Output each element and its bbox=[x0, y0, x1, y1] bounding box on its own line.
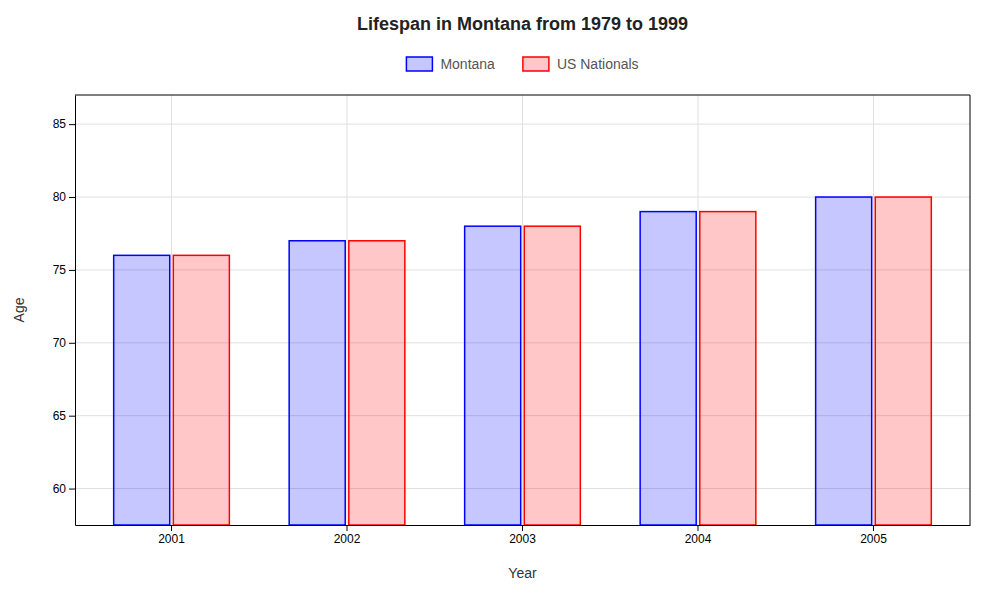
bar-series bbox=[114, 197, 872, 525]
grid bbox=[75, 95, 970, 525]
y-tick-mark bbox=[69, 416, 75, 417]
y-tick-mark bbox=[69, 270, 75, 271]
y-axis: 60 65 70 75 80 85 bbox=[53, 96, 76, 526]
y-tick: 65 bbox=[53, 409, 75, 423]
y-tick: 60 bbox=[53, 482, 75, 496]
bar bbox=[524, 226, 580, 525]
bar bbox=[640, 212, 696, 525]
y-tick: 70 bbox=[53, 336, 75, 350]
x-grid-line bbox=[171, 95, 172, 525]
x-tick-label: 2003 bbox=[509, 532, 536, 546]
y-tick-label: 65 bbox=[53, 409, 67, 423]
bar bbox=[465, 226, 521, 525]
bar bbox=[816, 197, 872, 525]
plot: 2001 2002 2003 2004 2005 60 65 70 75 80 85 bbox=[53, 95, 971, 546]
frame-right bbox=[970, 95, 971, 525]
bar bbox=[700, 212, 756, 525]
legend-swatch bbox=[406, 57, 432, 71]
y-tick-mark bbox=[69, 343, 75, 344]
x-tick: 2002 bbox=[334, 525, 361, 546]
x-grid-line bbox=[873, 95, 874, 525]
legend: Montana US Nationals bbox=[406, 56, 638, 72]
x-tick-label: 2005 bbox=[860, 532, 887, 546]
x-tick-label: 2001 bbox=[158, 532, 185, 546]
y-tick-label: 70 bbox=[53, 336, 67, 350]
x-tick: 2004 bbox=[685, 525, 712, 546]
bar bbox=[173, 255, 229, 525]
y-tick-mark bbox=[69, 197, 75, 198]
y-tick-mark bbox=[69, 124, 75, 125]
y-axis-title: Age bbox=[11, 297, 27, 322]
chart: 2001 2002 2003 2004 2005 60 65 70 75 80 85 Lifespan… bbox=[0, 0, 1000, 600]
x-tick-label: 2004 bbox=[685, 532, 712, 546]
legend-swatch bbox=[523, 57, 549, 71]
bar bbox=[349, 241, 405, 525]
x-tick-label: 2002 bbox=[334, 532, 361, 546]
y-tick: 85 bbox=[53, 117, 75, 131]
legend-label: US Nationals bbox=[557, 56, 639, 72]
y-tick-label: 75 bbox=[53, 263, 67, 277]
frame-top bbox=[75, 95, 970, 96]
x-tick: 2005 bbox=[860, 525, 887, 546]
x-axis-title: Year bbox=[508, 565, 537, 581]
y-tick-mark bbox=[69, 489, 75, 490]
legend-label: Montana bbox=[440, 56, 495, 72]
x-tick-mark bbox=[347, 525, 348, 531]
bar-series bbox=[173, 197, 931, 525]
x-axis: 2001 2002 2003 2004 2005 bbox=[76, 525, 971, 546]
legend-item: Montana bbox=[406, 56, 495, 72]
bar bbox=[114, 255, 170, 525]
x-grid-line bbox=[697, 95, 698, 525]
x-tick-mark bbox=[171, 525, 172, 531]
title: Lifespan in Montana from 1979 to 1999 bbox=[357, 14, 688, 34]
legend-item: US Nationals bbox=[523, 56, 639, 72]
bar bbox=[289, 241, 345, 525]
x-tick-mark bbox=[873, 525, 874, 531]
x-tick-mark bbox=[522, 525, 523, 531]
x-tick: 2001 bbox=[158, 525, 185, 546]
y-tick: 80 bbox=[53, 190, 75, 204]
y-tick-label: 60 bbox=[53, 482, 67, 496]
bar bbox=[875, 197, 931, 525]
x-tick: 2003 bbox=[509, 525, 536, 546]
y-tick-label: 85 bbox=[53, 117, 67, 131]
bars bbox=[114, 197, 932, 525]
y-tick: 75 bbox=[53, 263, 75, 277]
x-grid-line bbox=[522, 95, 523, 525]
y-tick-label: 80 bbox=[53, 190, 67, 204]
y-axis-line bbox=[75, 96, 76, 526]
x-tick-mark bbox=[697, 525, 698, 531]
x-grid-line bbox=[347, 95, 348, 525]
